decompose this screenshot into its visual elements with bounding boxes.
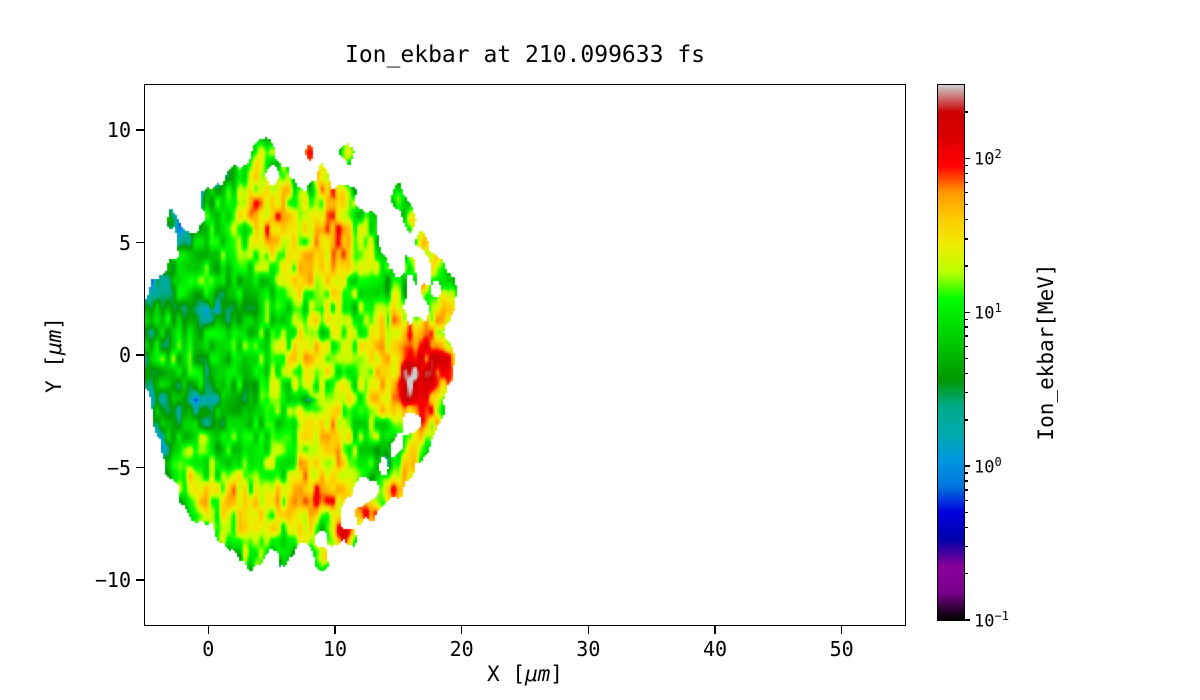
colorbar-tick-label: 10−1	[974, 609, 1009, 632]
colorbar-minor-tick-mark	[964, 545, 968, 548]
colorbar-minor-tick-mark	[964, 392, 968, 394]
colorbar-minor-tick-mark	[964, 238, 968, 240]
colorbar-minor-tick-mark	[964, 204, 968, 206]
colorbar-minor-tick-mark	[964, 526, 968, 529]
x-tick-mark	[460, 626, 463, 634]
colorbar-minor-tick-mark	[964, 572, 968, 575]
colorbar-minor-tick-mark	[964, 318, 968, 320]
colorbar-canvas	[938, 85, 964, 620]
colorbar	[937, 84, 965, 621]
x-tick-mark	[334, 626, 336, 634]
x-tick-label: 0	[202, 637, 215, 661]
colorbar-tick-mark	[964, 311, 970, 313]
colorbar-minor-tick-mark	[964, 345, 968, 348]
colorbar-tick-mark	[964, 465, 970, 467]
plot-area	[144, 84, 906, 626]
colorbar-minor-tick-mark	[964, 480, 968, 482]
colorbar-minor-tick-mark	[964, 489, 968, 491]
colorbar-tick-label: 102	[974, 147, 1002, 171]
y-tick-label: 0	[118, 343, 131, 367]
colorbar-minor-tick-mark	[964, 511, 968, 514]
colorbar-tick-mark	[964, 619, 970, 621]
colorbar-minor-tick-mark	[964, 326, 968, 328]
colorbar-minor-tick-mark	[964, 164, 968, 167]
x-axis-label: X [μm]	[487, 662, 563, 686]
colorbar-minor-tick-mark	[964, 499, 968, 501]
y-tick-mark	[136, 579, 144, 581]
x-tick-mark	[840, 626, 843, 634]
colorbar-tick-label: 101	[974, 301, 1002, 324]
chart-title: Ion_ekbar at 210.099633 fs	[344, 42, 706, 68]
colorbar-minor-tick-mark	[964, 419, 968, 421]
colorbar-tick-mark	[964, 157, 970, 160]
x-tick-label: 40	[702, 637, 728, 661]
colorbar-minor-tick-mark	[964, 191, 968, 194]
colorbar-minor-tick-mark	[964, 111, 968, 113]
colorbar-minor-tick-mark	[964, 181, 968, 183]
y-tick-mark	[136, 241, 144, 244]
colorbar-minor-tick-mark	[964, 472, 968, 474]
x-tick-label: 30	[576, 637, 601, 661]
y-tick-label: 10	[106, 118, 131, 142]
colorbar-minor-tick-mark	[964, 335, 968, 337]
y-tick-label: 5	[118, 230, 131, 255]
colorbar-minor-tick-mark	[964, 357, 968, 360]
x-tick-mark	[714, 626, 716, 634]
colorbar-minor-tick-mark	[964, 372, 968, 375]
x-tick-label: 10	[322, 637, 348, 661]
colorbar-minor-tick-mark	[964, 218, 968, 221]
x-tick-label: 20	[449, 637, 474, 661]
colorbar-minor-tick-mark	[964, 265, 968, 267]
y-tick-mark	[136, 354, 144, 356]
colorbar-label: Ion_ekbar[MeV]	[1034, 263, 1058, 441]
x-tick-mark	[587, 626, 590, 634]
colorbar-tick-label: 100	[974, 455, 1002, 478]
x-tick-label: 50	[829, 637, 854, 661]
y-tick-label: −10	[94, 568, 131, 592]
y-tick-mark	[136, 466, 144, 469]
x-tick-mark	[207, 626, 210, 634]
heatmap-canvas	[145, 85, 905, 625]
y-tick-mark	[136, 129, 144, 131]
y-tick-label: −5	[106, 455, 131, 480]
colorbar-minor-tick-mark	[964, 172, 968, 174]
